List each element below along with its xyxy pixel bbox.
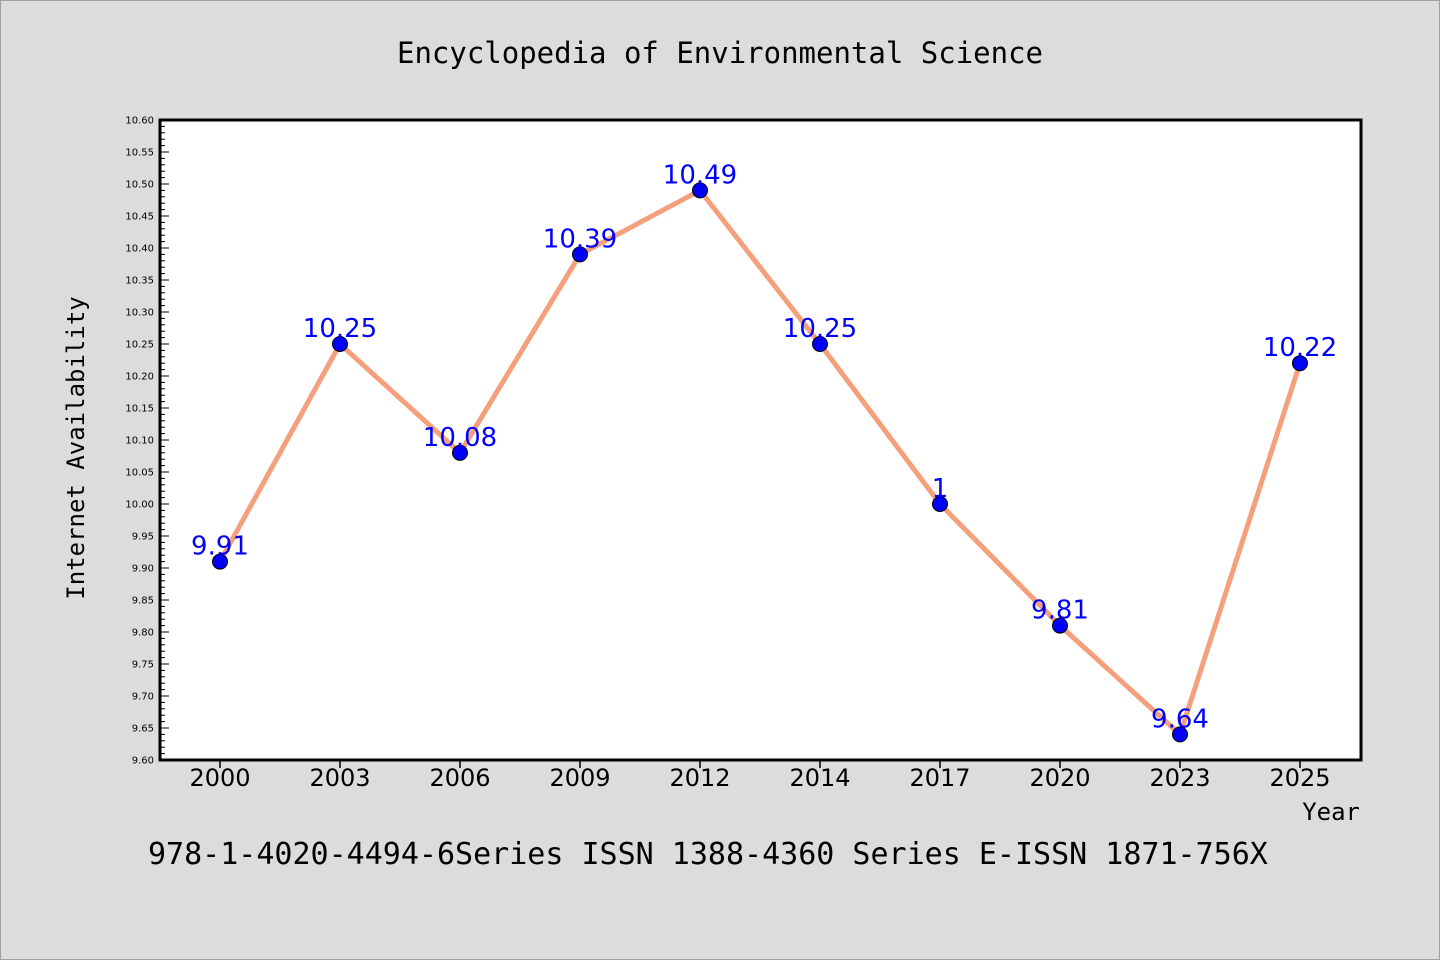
data-point [1292, 355, 1308, 372]
x-tick-label: 2014 [789, 764, 850, 792]
data-label: 10.25 [783, 314, 857, 344]
data-label: 10.08 [423, 423, 497, 453]
y-tick-label: 9.80 [132, 628, 154, 639]
data-point [812, 336, 828, 352]
x-tick-label: 2025 [1269, 764, 1330, 792]
data-point [452, 444, 468, 461]
x-tick-label: 2023 [1149, 764, 1210, 792]
data-label: 1 [932, 474, 949, 504]
y-tick-label: 9.65 [132, 724, 154, 735]
y-tick-label: 10.40 [125, 244, 154, 255]
x-axis-ticks: 2000 2003 2006 2009 2012 2014 2017 2020 2023 2025 [189, 760, 1331, 792]
plot-area [160, 120, 1361, 760]
y-tick-label: 10.25 [125, 340, 154, 351]
y-tick-label: 10.50 [125, 180, 154, 191]
x-tick-label: 2012 [669, 764, 730, 792]
y-tick-label: 9.90 [132, 564, 154, 575]
x-tick-label: 2003 [309, 764, 370, 792]
y-tick-label: 9.75 [132, 660, 154, 671]
data-label: 10.22 [1263, 333, 1337, 363]
data-point [212, 553, 228, 570]
y-tick-label: 10.00 [125, 500, 154, 511]
x-tick-label: 2020 [1029, 764, 1090, 792]
series-line [217, 187, 1303, 737]
y-tick-label: 10.10 [125, 436, 154, 447]
data-label: 9.91 [191, 532, 249, 562]
y-tick-label: 9.85 [132, 596, 154, 607]
x-axis-label: Year [1302, 798, 1360, 826]
x-tick-label: 2006 [429, 764, 490, 792]
y-axis-label: Internet Availability [62, 296, 90, 599]
data-point [932, 496, 948, 512]
data-label: 9.64 [1151, 704, 1209, 734]
y-tick-label: 10.60 [125, 116, 154, 127]
chart-title: Encyclopedia of Environmental Science [397, 36, 1043, 70]
y-tick-label: 9.70 [132, 692, 154, 703]
x-tick-label: 2000 [189, 764, 250, 792]
series-layer: 9.91 10.25 10.08 10.39 10.49 10.25 1 9.81 9.64 10… [191, 160, 1337, 743]
y-tick-label: 10.55 [125, 148, 154, 159]
x-tick-label: 2017 [909, 764, 970, 792]
y-tick-label: 10.05 [125, 468, 154, 479]
y-tick-label: 10.15 [125, 404, 154, 415]
y-tick-label: 10.30 [125, 308, 154, 319]
footer-isbn-text: 978-1-4020-4494-6Series ISSN 1388-4360 S… [148, 837, 1268, 872]
data-point [1052, 617, 1068, 634]
data-point [692, 182, 708, 199]
y-tick-label: 10.20 [125, 372, 154, 383]
data-point [332, 336, 348, 352]
data-point [572, 246, 588, 263]
y-tick-label: 9.95 [132, 532, 154, 543]
data-label: 10.39 [543, 224, 617, 254]
plot-border [158, 118, 1363, 762]
y-tick-label: 10.45 [125, 212, 154, 223]
data-label: 10.25 [303, 314, 377, 344]
data-label: 10.49 [663, 160, 737, 190]
data-label: 9.81 [1031, 596, 1089, 626]
y-tick-label: 9.60 [132, 756, 154, 767]
x-tick-label: 2009 [549, 764, 610, 792]
y-tick-label: 10.35 [125, 276, 154, 287]
data-point [1172, 726, 1188, 743]
